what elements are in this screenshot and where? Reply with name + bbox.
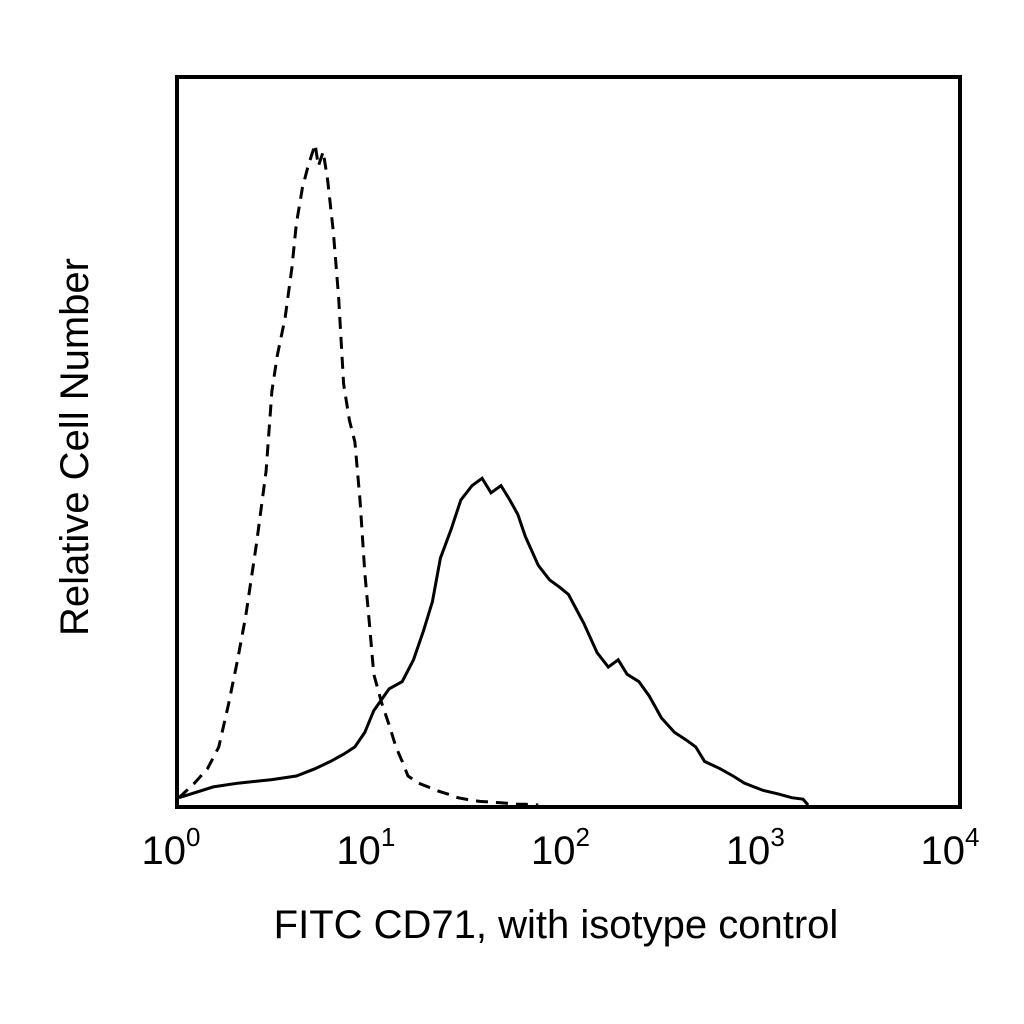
plot-frame	[175, 75, 962, 809]
x-tick-label: 103	[726, 822, 785, 873]
x-axis-title: FITC CD71, with isotype control	[274, 903, 839, 947]
x-tick-label: 102	[531, 822, 590, 873]
y-axis-title: Relative Cell Number	[53, 258, 97, 636]
x-tick-label: 101	[336, 822, 395, 873]
cd71-histogram-line	[178, 476, 810, 806]
isotype-control-histogram-line	[177, 143, 539, 807]
series-layer	[177, 143, 810, 807]
x-tick-label: 104	[921, 822, 980, 873]
x-tick-label: 100	[142, 822, 201, 873]
x-tick-labels: 100 101 102 103 104	[142, 822, 980, 873]
